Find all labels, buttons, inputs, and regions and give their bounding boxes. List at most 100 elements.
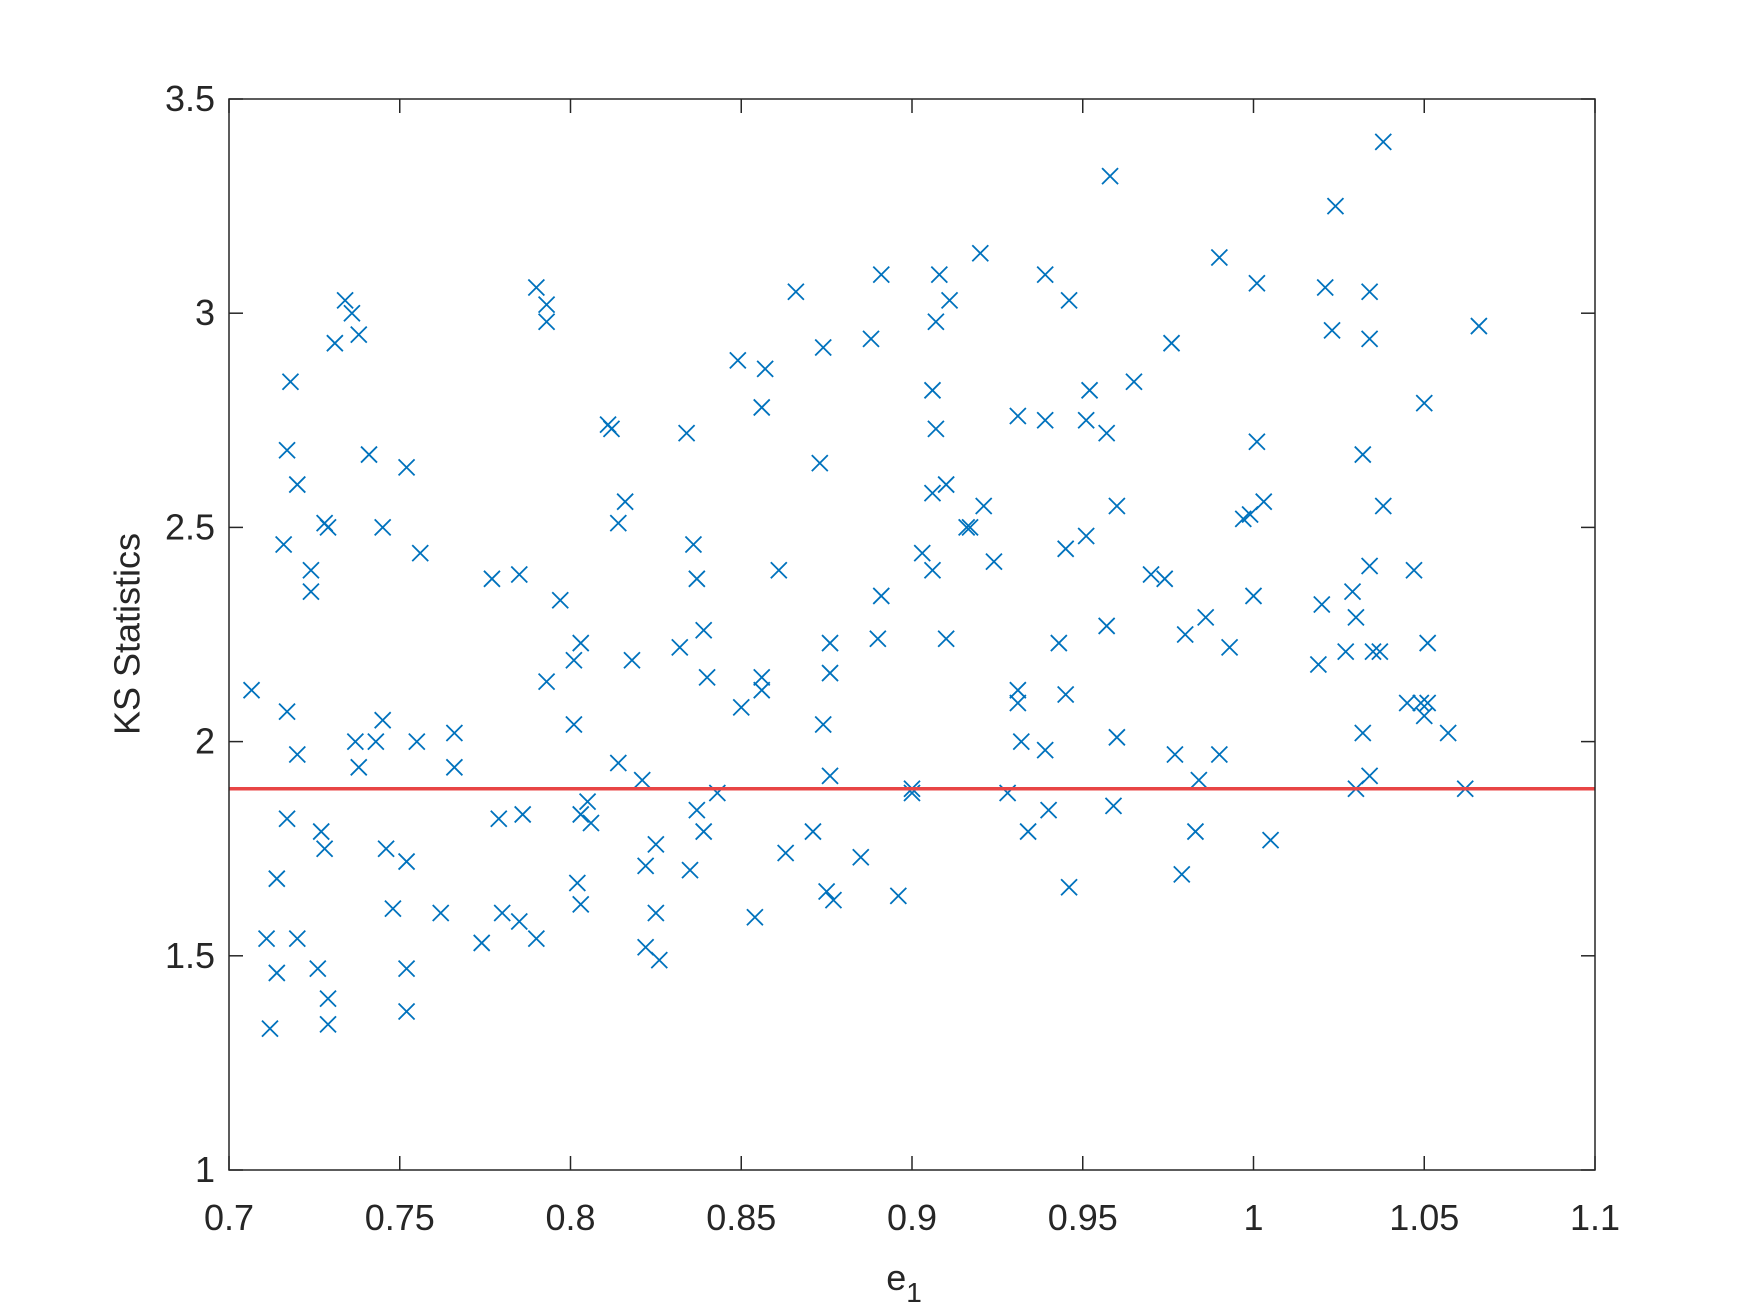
- plot-area: [229, 99, 1595, 1170]
- point: [684, 535, 703, 554]
- point: [537, 313, 556, 331]
- point: [1098, 424, 1116, 442]
- y-tick-label: 3: [195, 292, 215, 333]
- point: [1405, 561, 1423, 579]
- point: [1009, 694, 1027, 712]
- point: [616, 493, 634, 511]
- point: [1057, 540, 1075, 558]
- point: [326, 334, 344, 352]
- point: [677, 424, 696, 442]
- x-tick-label: 0.85: [706, 1197, 776, 1238]
- point: [958, 518, 976, 537]
- point: [1244, 587, 1263, 605]
- point: [1374, 497, 1392, 515]
- point: [432, 904, 450, 922]
- point: [1036, 266, 1054, 284]
- point: [1009, 681, 1027, 699]
- point: [633, 771, 651, 789]
- point: [824, 891, 843, 909]
- x-tick-label: 0.9: [887, 1197, 937, 1238]
- point: [578, 792, 597, 811]
- point: [582, 814, 600, 832]
- point: [1019, 822, 1037, 841]
- point: [817, 882, 836, 901]
- point: [927, 420, 945, 438]
- point: [315, 840, 334, 858]
- point: [1412, 694, 1430, 712]
- point: [1354, 724, 1372, 742]
- point: [1108, 497, 1126, 515]
- point: [872, 266, 890, 284]
- point: [1343, 583, 1362, 601]
- point: [568, 874, 586, 892]
- point: [1077, 527, 1095, 545]
- point: [971, 244, 989, 262]
- point: [397, 458, 416, 477]
- point: [1210, 745, 1228, 764]
- point: [1248, 433, 1266, 451]
- point: [473, 934, 491, 952]
- point: [852, 848, 870, 866]
- point: [1186, 822, 1205, 841]
- point: [923, 381, 942, 399]
- point: [937, 630, 955, 648]
- point: [319, 518, 337, 537]
- point: [397, 960, 416, 978]
- point: [777, 844, 795, 862]
- y-tick-label: 2.5: [165, 506, 215, 547]
- point: [940, 291, 959, 309]
- point: [1057, 685, 1075, 704]
- point: [1077, 411, 1095, 429]
- point: [346, 732, 364, 751]
- point: [537, 295, 556, 314]
- point: [278, 702, 296, 721]
- point: [930, 266, 948, 284]
- point: [811, 454, 829, 472]
- point: [681, 861, 699, 879]
- point: [1360, 557, 1379, 575]
- point: [411, 544, 429, 562]
- point: [367, 732, 385, 751]
- x-tick-label: 0.8: [545, 1197, 595, 1238]
- point: [397, 852, 416, 871]
- point: [1326, 197, 1345, 215]
- point: [510, 565, 528, 584]
- point: [1360, 283, 1379, 301]
- x-tick-label: 0.7: [204, 1197, 254, 1238]
- point: [288, 475, 306, 494]
- y-tick-label: 3.5: [165, 78, 215, 119]
- point: [695, 621, 713, 639]
- point: [1197, 608, 1215, 627]
- point: [729, 351, 747, 369]
- point: [821, 664, 839, 682]
- point: [1166, 745, 1184, 764]
- point: [1176, 625, 1194, 644]
- point: [1156, 570, 1174, 588]
- point: [1313, 595, 1331, 614]
- point: [923, 484, 942, 502]
- point: [753, 668, 771, 686]
- point: [609, 514, 627, 532]
- x-axis-label-base: e: [886, 1257, 906, 1298]
- point: [647, 904, 665, 922]
- point: [609, 754, 627, 772]
- point: [1470, 317, 1488, 335]
- point: [1162, 334, 1181, 352]
- point: [261, 1019, 279, 1038]
- point: [650, 951, 668, 969]
- point: [688, 570, 706, 588]
- point: [1439, 724, 1457, 742]
- point: [374, 711, 392, 729]
- point: [872, 587, 890, 605]
- point: [695, 822, 713, 841]
- point: [1080, 381, 1099, 399]
- point: [257, 930, 276, 948]
- point: [1009, 407, 1027, 425]
- point: [360, 445, 378, 464]
- point: [1364, 642, 1382, 661]
- y-tick-label: 1: [195, 1149, 215, 1190]
- point: [1360, 330, 1379, 348]
- y-tick-label: 2: [195, 721, 215, 762]
